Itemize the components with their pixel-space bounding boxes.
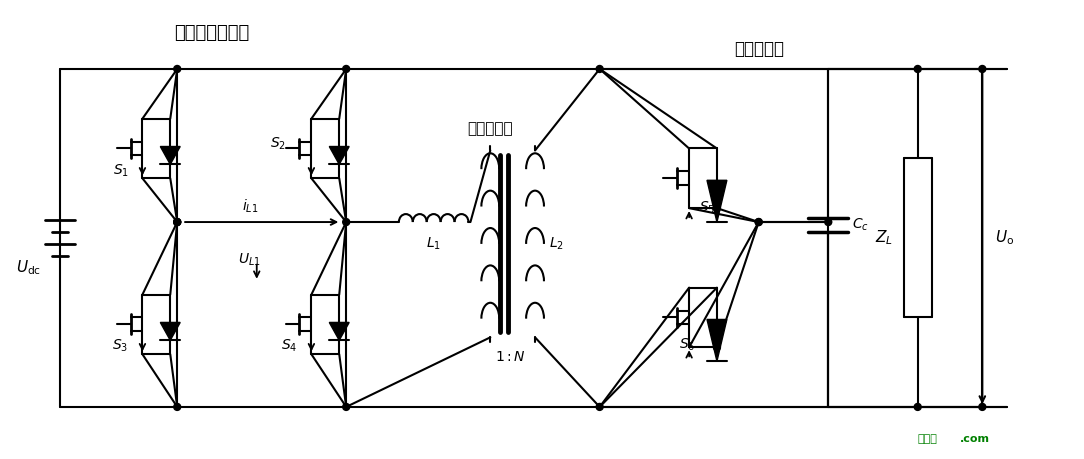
Text: $1:N$: $1:N$: [494, 350, 526, 364]
Circle shape: [979, 403, 985, 410]
Text: 全桥高频逆变器: 全桥高频逆变器: [175, 24, 249, 42]
Circle shape: [343, 218, 350, 225]
Circle shape: [596, 403, 603, 410]
Text: $i_{L1}$: $i_{L1}$: [242, 197, 258, 215]
Polygon shape: [707, 319, 727, 361]
Text: $Z_L$: $Z_L$: [875, 229, 893, 247]
Circle shape: [596, 66, 603, 73]
Circle shape: [979, 66, 985, 73]
Text: 高频变压器: 高频变压器: [467, 121, 513, 136]
Text: $U_{L1}$: $U_{L1}$: [238, 252, 261, 268]
Polygon shape: [330, 322, 349, 340]
Text: 接线图: 接线图: [918, 434, 938, 444]
Circle shape: [756, 218, 762, 225]
Polygon shape: [160, 322, 180, 340]
Circle shape: [343, 66, 350, 73]
Text: $S_3$: $S_3$: [113, 338, 129, 354]
Text: $U_{\rm o}$: $U_{\rm o}$: [995, 229, 1014, 247]
Text: $S_2$: $S_2$: [270, 135, 285, 152]
Text: $S_6$: $S_6$: [679, 337, 695, 353]
Circle shape: [173, 218, 181, 225]
Circle shape: [713, 205, 721, 212]
Circle shape: [713, 344, 721, 351]
Text: $C_c$: $C_c$: [852, 217, 868, 233]
Polygon shape: [160, 146, 180, 164]
Circle shape: [173, 218, 181, 225]
Polygon shape: [330, 146, 349, 164]
Text: $L_1$: $L_1$: [426, 236, 441, 252]
Circle shape: [173, 403, 181, 410]
Circle shape: [173, 218, 181, 225]
Circle shape: [914, 66, 921, 73]
Text: $S_1$: $S_1$: [113, 162, 129, 179]
Text: $S_5$: $S_5$: [699, 200, 715, 216]
Text: $S_4$: $S_4$: [282, 338, 298, 354]
Circle shape: [756, 218, 762, 225]
Text: .com: .com: [959, 434, 990, 444]
Circle shape: [914, 403, 921, 410]
Circle shape: [173, 66, 181, 73]
Polygon shape: [707, 180, 727, 222]
Text: 周波变换器: 周波变换器: [734, 40, 784, 58]
Text: $U_{\rm dc}$: $U_{\rm dc}$: [15, 258, 41, 277]
Circle shape: [343, 403, 350, 410]
Circle shape: [825, 218, 831, 225]
Text: $L_2$: $L_2$: [550, 236, 565, 252]
